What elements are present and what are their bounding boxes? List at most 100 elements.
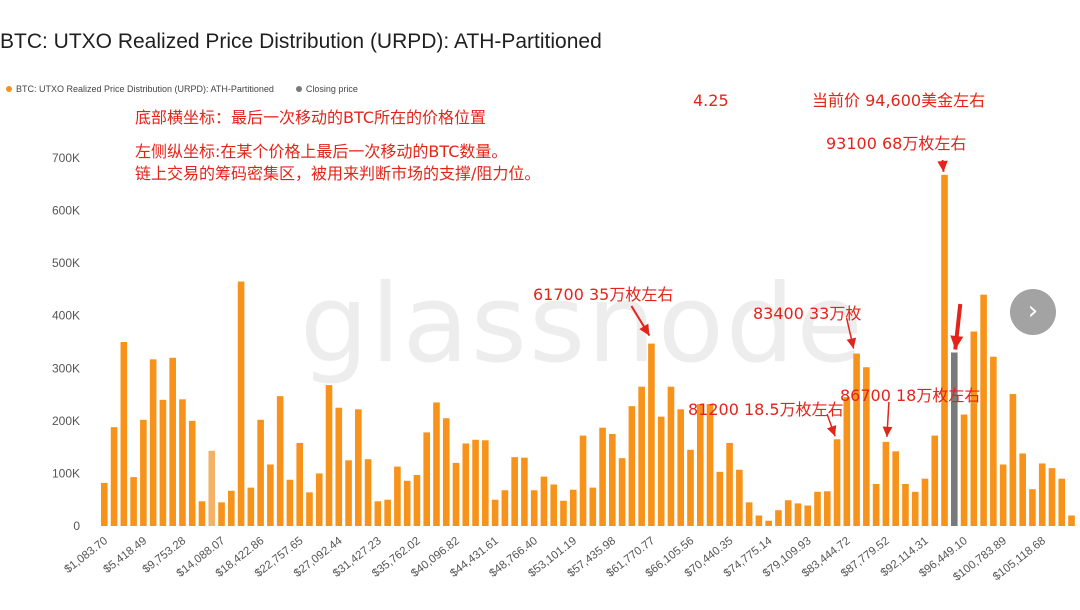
urpd-bar[interactable] — [394, 466, 401, 526]
urpd-bar[interactable] — [413, 475, 421, 526]
closing-price-bar[interactable] — [950, 352, 958, 526]
urpd-bar[interactable] — [706, 404, 714, 526]
urpd-bar[interactable] — [540, 476, 548, 526]
urpd-bar[interactable] — [823, 491, 831, 526]
urpd-bar[interactable] — [941, 174, 948, 526]
urpd-bar[interactable] — [472, 439, 479, 526]
urpd-bar[interactable] — [306, 492, 313, 526]
urpd-bar[interactable] — [511, 457, 518, 526]
urpd-bar[interactable] — [491, 499, 499, 526]
urpd-bar[interactable] — [970, 331, 978, 526]
urpd-bar[interactable] — [716, 471, 724, 526]
urpd-bar[interactable] — [599, 427, 606, 526]
urpd-bar[interactable] — [677, 409, 685, 526]
urpd-bar[interactable] — [902, 483, 909, 526]
urpd-bar[interactable] — [286, 479, 294, 526]
urpd-bar[interactable] — [931, 435, 939, 526]
urpd-bar[interactable] — [149, 359, 157, 526]
urpd-bar[interactable] — [980, 294, 987, 526]
urpd-bar[interactable] — [315, 473, 323, 526]
urpd-bar[interactable] — [853, 353, 860, 526]
urpd-bar[interactable] — [120, 342, 128, 526]
urpd-bar[interactable] — [257, 419, 264, 526]
urpd-bar[interactable] — [110, 427, 118, 526]
urpd-bar[interactable] — [482, 440, 489, 526]
urpd-bar[interactable] — [267, 464, 274, 526]
urpd-bar[interactable] — [892, 451, 899, 526]
urpd-bar[interactable] — [648, 343, 655, 526]
urpd-bar[interactable] — [579, 435, 587, 526]
urpd-bar[interactable] — [755, 515, 763, 526]
urpd-bar[interactable] — [442, 418, 450, 526]
urpd-bar[interactable] — [335, 407, 343, 526]
urpd-bar[interactable] — [863, 367, 870, 526]
urpd-bar[interactable] — [159, 399, 167, 526]
urpd-bar[interactable] — [1019, 453, 1026, 526]
urpd-bar[interactable] — [657, 416, 665, 526]
urpd-bar[interactable] — [667, 386, 675, 526]
urpd-bar[interactable] — [687, 449, 694, 526]
urpd-bar[interactable] — [560, 500, 567, 526]
urpd-bar[interactable] — [872, 483, 880, 526]
urpd-bar[interactable] — [1029, 489, 1036, 526]
urpd-bar[interactable] — [276, 396, 284, 526]
urpd-bar[interactable] — [765, 520, 772, 526]
urpd-bar[interactable] — [325, 385, 333, 526]
urpd-bar[interactable] — [736, 469, 743, 526]
urpd-bar[interactable] — [179, 399, 186, 526]
urpd-bar[interactable] — [462, 443, 470, 526]
urpd-bar[interactable] — [911, 491, 919, 526]
urpd-bar[interactable] — [169, 357, 176, 526]
urpd-bar[interactable] — [364, 459, 372, 526]
urpd-bar[interactable] — [452, 462, 460, 526]
urpd-bar[interactable] — [843, 397, 851, 526]
urpd-bar[interactable] — [784, 500, 792, 526]
urpd-bar[interactable] — [814, 491, 821, 526]
urpd-bar[interactable] — [101, 482, 108, 526]
urpd-bar[interactable] — [628, 406, 636, 526]
urpd-bar[interactable] — [696, 404, 704, 526]
urpd-bar[interactable] — [1058, 478, 1066, 526]
urpd-bar[interactable] — [638, 386, 645, 526]
urpd-bar[interactable] — [794, 503, 802, 526]
urpd-bar[interactable] — [833, 439, 841, 526]
urpd-bar[interactable] — [804, 505, 812, 527]
urpd-bar[interactable] — [745, 502, 753, 526]
urpd-bar[interactable] — [618, 458, 626, 526]
urpd-bar[interactable] — [530, 490, 538, 526]
urpd-bar[interactable] — [882, 441, 890, 526]
urpd-bar[interactable] — [188, 420, 196, 526]
urpd-bar[interactable] — [198, 501, 206, 526]
urpd-bar[interactable] — [247, 487, 255, 526]
urpd-bar[interactable] — [237, 281, 245, 526]
urpd-bar[interactable] — [384, 499, 391, 526]
urpd-bar[interactable] — [140, 419, 147, 526]
urpd-bar[interactable] — [990, 356, 997, 526]
urpd-bar[interactable] — [433, 402, 440, 526]
urpd-bar[interactable] — [130, 477, 137, 526]
urpd-bar[interactable] — [355, 409, 362, 526]
urpd-bar[interactable] — [960, 414, 968, 526]
urpd-bar[interactable] — [609, 434, 616, 526]
urpd-bar[interactable] — [1048, 468, 1056, 526]
next-chart-button[interactable]: › — [1010, 289, 1056, 335]
legend-item-closing-price[interactable]: Closing price — [295, 84, 358, 94]
legend-item-urpd[interactable]: BTC: UTXO Realized Price Distribution (U… — [6, 84, 274, 94]
urpd-bar[interactable] — [921, 478, 929, 526]
urpd-bar[interactable] — [1038, 463, 1046, 526]
urpd-bar[interactable] — [345, 460, 352, 526]
urpd-bar[interactable] — [521, 457, 528, 526]
urpd-bar[interactable] — [1009, 394, 1017, 526]
urpd-bar[interactable] — [569, 489, 577, 526]
urpd-bar[interactable] — [218, 502, 225, 526]
urpd-bar[interactable] — [423, 432, 431, 526]
urpd-bar[interactable] — [589, 487, 597, 526]
urpd-bar[interactable] — [999, 464, 1007, 526]
urpd-bar[interactable] — [296, 442, 303, 526]
urpd-bar[interactable] — [403, 480, 411, 526]
urpd-bar[interactable] — [1068, 515, 1075, 526]
urpd-bar[interactable] — [374, 501, 382, 526]
urpd-bar[interactable] — [775, 510, 782, 526]
urpd-bar[interactable] — [550, 484, 558, 526]
urpd-bar[interactable] — [726, 442, 733, 526]
